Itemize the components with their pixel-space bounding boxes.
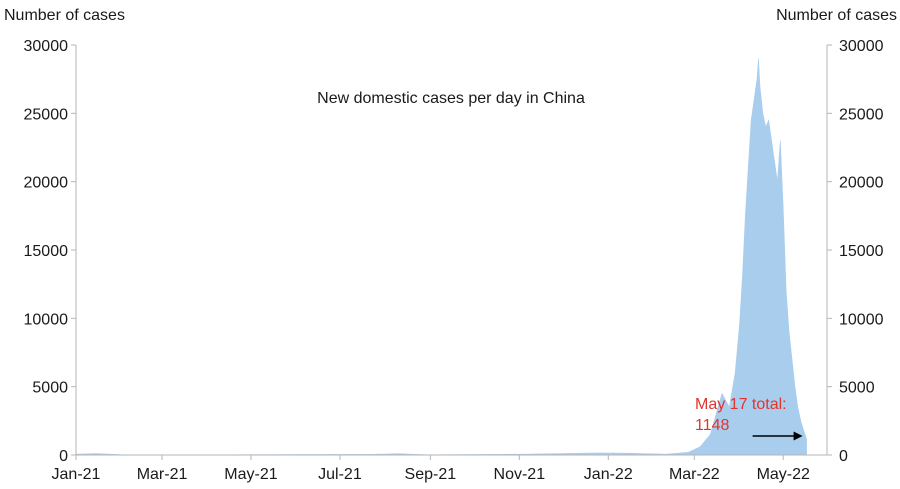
- right-y-axis-label: Number of cases: [776, 7, 897, 24]
- x-tick-label: Mar-21: [137, 466, 188, 483]
- left-y-tick-label: 5000: [32, 380, 68, 397]
- chart-title: New domestic cases per day in China: [317, 90, 585, 107]
- x-tick-label: Jan-21: [52, 466, 101, 483]
- right-y-tick-label: 15000: [839, 243, 884, 260]
- left-y-tick-label: 20000: [24, 175, 69, 192]
- annotation-label-line2: 1148: [695, 417, 730, 434]
- right-y-tick-label: 30000: [839, 38, 884, 55]
- right-y-tick-label: 20000: [839, 175, 884, 192]
- left-y-axis-label: Number of cases: [4, 7, 125, 24]
- left-y-tick-label: 30000: [24, 38, 69, 55]
- annotation-label-line1: May 17 total:: [695, 396, 787, 413]
- x-tick-label: Jan-22: [584, 466, 633, 483]
- ticks-layer: 0 0 5000 5000 10000 10000 15000 15000 20000 20000…: [24, 38, 884, 483]
- right-y-tick-label: 10000: [839, 311, 884, 328]
- left-y-tick-label: 15000: [24, 243, 69, 260]
- left-y-tick-label: 10000: [24, 311, 69, 328]
- x-tick-label: Jul-21: [318, 466, 362, 483]
- x-tick-label: Sep-21: [405, 466, 457, 483]
- x-tick-label: May-22: [757, 466, 810, 483]
- x-tick-label: Mar-22: [669, 466, 720, 483]
- x-tick-label: Nov-21: [494, 466, 546, 483]
- x-tick-label: May-21: [224, 466, 277, 483]
- right-y-tick-label: 5000: [839, 380, 875, 397]
- right-y-tick-label: 25000: [839, 106, 884, 123]
- right-y-tick-label: 0: [839, 448, 848, 465]
- annotation-arrow: [752, 431, 803, 441]
- left-y-tick-label: 25000: [24, 106, 69, 123]
- left-y-tick-label: 0: [59, 448, 68, 465]
- annotation-arrow-head: [793, 431, 803, 441]
